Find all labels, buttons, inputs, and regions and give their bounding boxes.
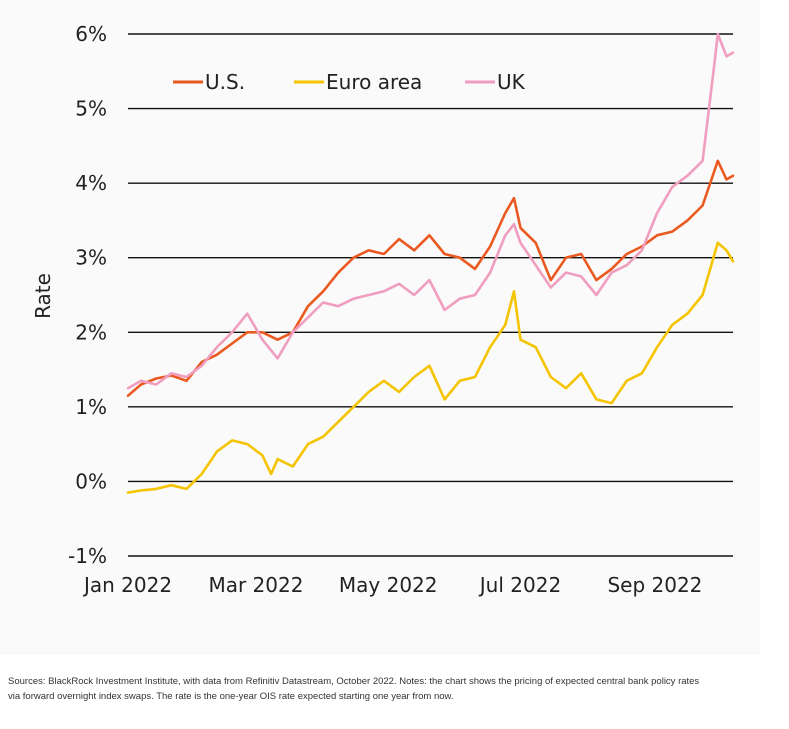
y-tick-label: -1% [68, 544, 107, 568]
legend: U.S. Euro area UK [173, 70, 526, 94]
y-tick-label: 2% [75, 320, 107, 344]
y-tick-label: 1% [75, 395, 107, 419]
x-tick-labels: Jan 2022 Mar 2022 May 2022 Jul 2022 Sep 2022 [82, 573, 702, 597]
y-axis-label: Rate [31, 273, 55, 319]
gridlines [128, 33, 733, 557]
x-tick-label: Jul 2022 [478, 573, 561, 597]
series-lines [126, 32, 735, 494]
series-line-u-s [126, 159, 735, 397]
x-tick-label: Jan 2022 [82, 573, 172, 597]
legend-label: Euro area [326, 70, 422, 94]
legend-label: U.S. [205, 70, 245, 94]
x-tick-label: Sep 2022 [607, 573, 702, 597]
series-line-uk [126, 32, 735, 390]
x-tick-label: Mar 2022 [208, 573, 303, 597]
x-tick-label: May 2022 [339, 573, 438, 597]
y-tick-label: 4% [75, 171, 107, 195]
y-tick-labels: 6% 5% 4% 3% 2% 1% 0% -1% [68, 22, 107, 568]
y-tick-label: 5% [75, 97, 107, 121]
y-tick-label: 3% [75, 246, 107, 270]
rate-line-chart: 6% 5% 4% 3% 2% 1% 0% -1% Jan 2022 Mar 2022 May 20… [31, 22, 735, 597]
source-footnote: Sources: BlackRock Investment Institute,… [8, 676, 700, 702]
chart-panel: 6% 5% 4% 3% 2% 1% 0% -1% Jan 2022 Mar 2022 May 20… [31, 22, 735, 597]
legend-label: UK [497, 70, 526, 94]
y-tick-label: 6% [75, 22, 107, 46]
series-line-euro-area [126, 241, 735, 494]
y-tick-label: 0% [75, 469, 107, 493]
